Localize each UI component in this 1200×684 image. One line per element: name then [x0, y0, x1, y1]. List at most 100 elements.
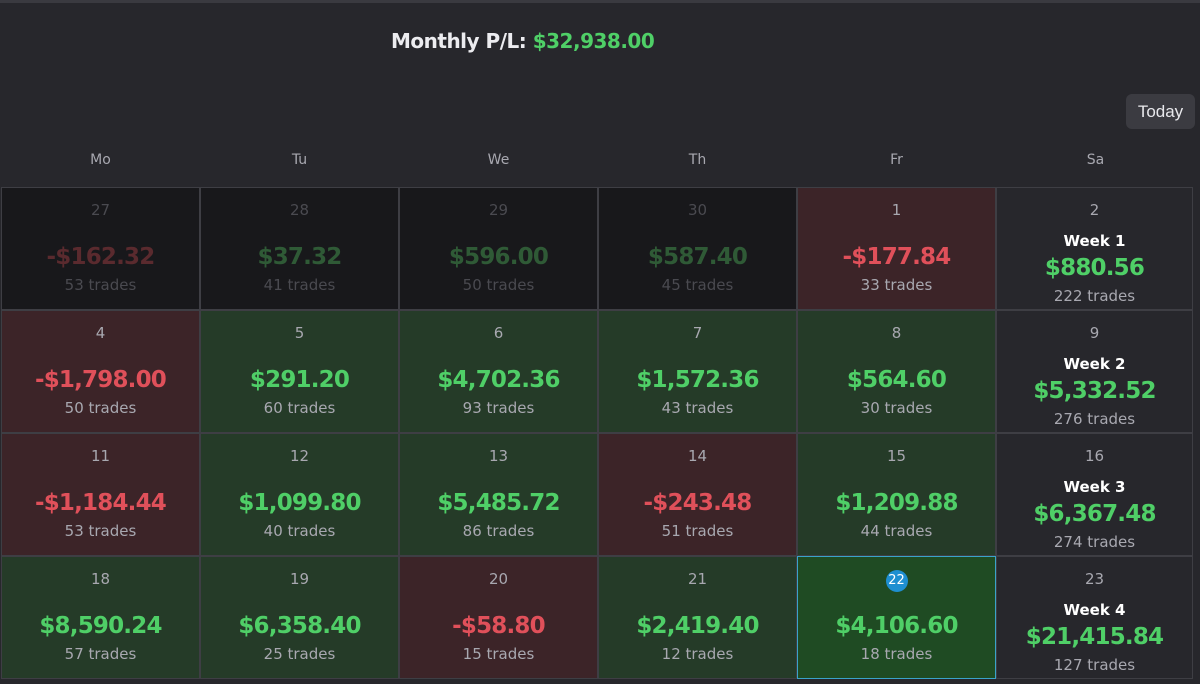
day-number: 13	[488, 447, 509, 465]
day-cell[interactable]: 5 $291.20 60 trades	[200, 310, 399, 433]
today-button[interactable]: Today	[1126, 94, 1195, 129]
day-cell[interactable]: 7 $1,572.36 43 trades	[598, 310, 797, 433]
week-trades: 222 trades	[1053, 287, 1136, 305]
day-pnl: $1,099.80	[238, 490, 361, 516]
day-number: 1	[891, 201, 902, 219]
week-label: Week 1	[1063, 232, 1126, 250]
day-cell[interactable]: 8 $564.60 30 trades	[797, 310, 996, 433]
day-cell[interactable]: 27 -$162.32 53 trades	[1, 187, 200, 310]
day-pnl: -$177.84	[842, 244, 952, 270]
week-label: Week 4	[1063, 601, 1126, 619]
day-pnl: $4,106.60	[835, 613, 958, 639]
day-pnl: $8,590.24	[39, 613, 162, 639]
day-trades: 43 trades	[661, 399, 734, 417]
day-cell[interactable]: 6 $4,702.36 93 trades	[399, 310, 598, 433]
day-trades: 60 trades	[263, 399, 336, 417]
week-summary-cell[interactable]: 2 Week 1 $880.56 222 trades	[996, 187, 1193, 310]
day-cell[interactable]: 20 -$58.80 15 trades	[399, 556, 598, 679]
day-trades: 50 trades	[64, 399, 137, 417]
day-number: 11	[90, 447, 111, 465]
day-pnl: -$1,184.44	[34, 490, 167, 516]
day-pnl: -$243.48	[643, 490, 753, 516]
day-number: 29	[488, 201, 509, 219]
day-trades: 51 trades	[661, 522, 734, 540]
weekday-header: Mo Tu We Th Fr Sa	[0, 152, 1200, 176]
week-pnl: $6,367.48	[1033, 501, 1156, 527]
day-cell[interactable]: 30 $587.40 45 trades	[598, 187, 797, 310]
day-trades: 12 trades	[661, 645, 734, 663]
day-number: 21	[687, 570, 708, 588]
day-cell[interactable]: 21 $2,419.40 12 trades	[598, 556, 797, 679]
day-trades: 44 trades	[860, 522, 933, 540]
week-summary-cell[interactable]: 9 Week 2 $5,332.52 276 trades	[996, 310, 1193, 433]
day-trades: 53 trades	[64, 276, 137, 294]
day-pnl: $4,702.36	[437, 367, 560, 393]
monthly-pl-label: Monthly P/L:	[391, 29, 527, 53]
weekday-mo: Mo	[90, 152, 111, 168]
day-pnl: -$1,798.00	[34, 367, 167, 393]
day-cell[interactable]: 11 -$1,184.44 53 trades	[1, 433, 200, 556]
week-trades: 127 trades	[1053, 656, 1136, 674]
day-cell[interactable]: 1 -$177.84 33 trades	[797, 187, 996, 310]
day-trades: 30 trades	[860, 399, 933, 417]
day-number: 28	[289, 201, 310, 219]
day-cell[interactable]: 12 $1,099.80 40 trades	[200, 433, 399, 556]
day-pnl: -$162.32	[46, 244, 156, 270]
day-pnl: $37.32	[257, 244, 343, 270]
weekday-tu: Tu	[291, 152, 308, 168]
day-trades: 18 trades	[860, 645, 933, 663]
day-cell[interactable]: 15 $1,209.88 44 trades	[797, 433, 996, 556]
day-number: 20	[488, 570, 509, 588]
day-trades: 41 trades	[263, 276, 336, 294]
weekday-sa: Sa	[1086, 152, 1105, 168]
day-number: 4	[95, 324, 106, 342]
weekday-fr: Fr	[890, 152, 903, 168]
week-pnl: $5,332.52	[1033, 378, 1156, 404]
day-pnl: -$58.80	[452, 613, 546, 639]
day-trades: 93 trades	[462, 399, 535, 417]
weekday-th: Th	[688, 152, 707, 168]
day-trades: 86 trades	[462, 522, 535, 540]
day-cell[interactable]: 18 $8,590.24 57 trades	[1, 556, 200, 679]
week-summary-cell[interactable]: 23 Week 4 $21,415.84 127 trades	[996, 556, 1193, 679]
day-cell[interactable]: 14 -$243.48 51 trades	[598, 433, 797, 556]
day-pnl: $564.60	[846, 367, 947, 393]
day-trades: 53 trades	[64, 522, 137, 540]
today-badge: 22	[885, 570, 908, 592]
day-number: 9	[1089, 324, 1100, 342]
day-number: 15	[886, 447, 907, 465]
day-pnl: $1,572.36	[636, 367, 759, 393]
day-cell[interactable]: 4 -$1,798.00 50 trades	[1, 310, 200, 433]
day-number: 5	[294, 324, 305, 342]
day-pnl: $6,358.40	[238, 613, 361, 639]
day-trades: 33 trades	[860, 276, 933, 294]
day-trades: 25 trades	[263, 645, 336, 663]
monthly-pl-value: $32,938.00	[532, 29, 655, 53]
day-cell[interactable]: 28 $37.32 41 trades	[200, 187, 399, 310]
week-trades: 274 trades	[1053, 533, 1136, 551]
day-number: 12	[289, 447, 310, 465]
monthly-pl: Monthly P/L: $32,938.00	[391, 29, 655, 53]
day-trades: 45 trades	[661, 276, 734, 294]
day-trades: 50 trades	[462, 276, 535, 294]
day-number: 27	[90, 201, 111, 219]
day-number: 30	[687, 201, 708, 219]
top-border	[0, 0, 1200, 3]
day-trades: 15 trades	[462, 645, 535, 663]
day-number: 8	[891, 324, 902, 342]
week-label: Week 3	[1063, 478, 1126, 496]
day-cell[interactable]: 19 $6,358.40 25 trades	[200, 556, 399, 679]
week-label: Week 2	[1063, 355, 1126, 373]
week-pnl: $21,415.84	[1025, 624, 1164, 650]
day-number: 22	[798, 570, 995, 592]
day-number: 7	[692, 324, 703, 342]
day-cell[interactable]: 29 $596.00 50 trades	[399, 187, 598, 310]
day-number: 6	[493, 324, 504, 342]
day-trades: 40 trades	[263, 522, 336, 540]
day-pnl: $5,485.72	[437, 490, 560, 516]
day-cell[interactable]: 22 $4,106.60 18 trades	[797, 556, 996, 679]
day-number: 23	[1084, 570, 1105, 588]
day-pnl: $596.00	[448, 244, 549, 270]
day-cell[interactable]: 13 $5,485.72 86 trades	[399, 433, 598, 556]
week-summary-cell[interactable]: 16 Week 3 $6,367.48 274 trades	[996, 433, 1193, 556]
